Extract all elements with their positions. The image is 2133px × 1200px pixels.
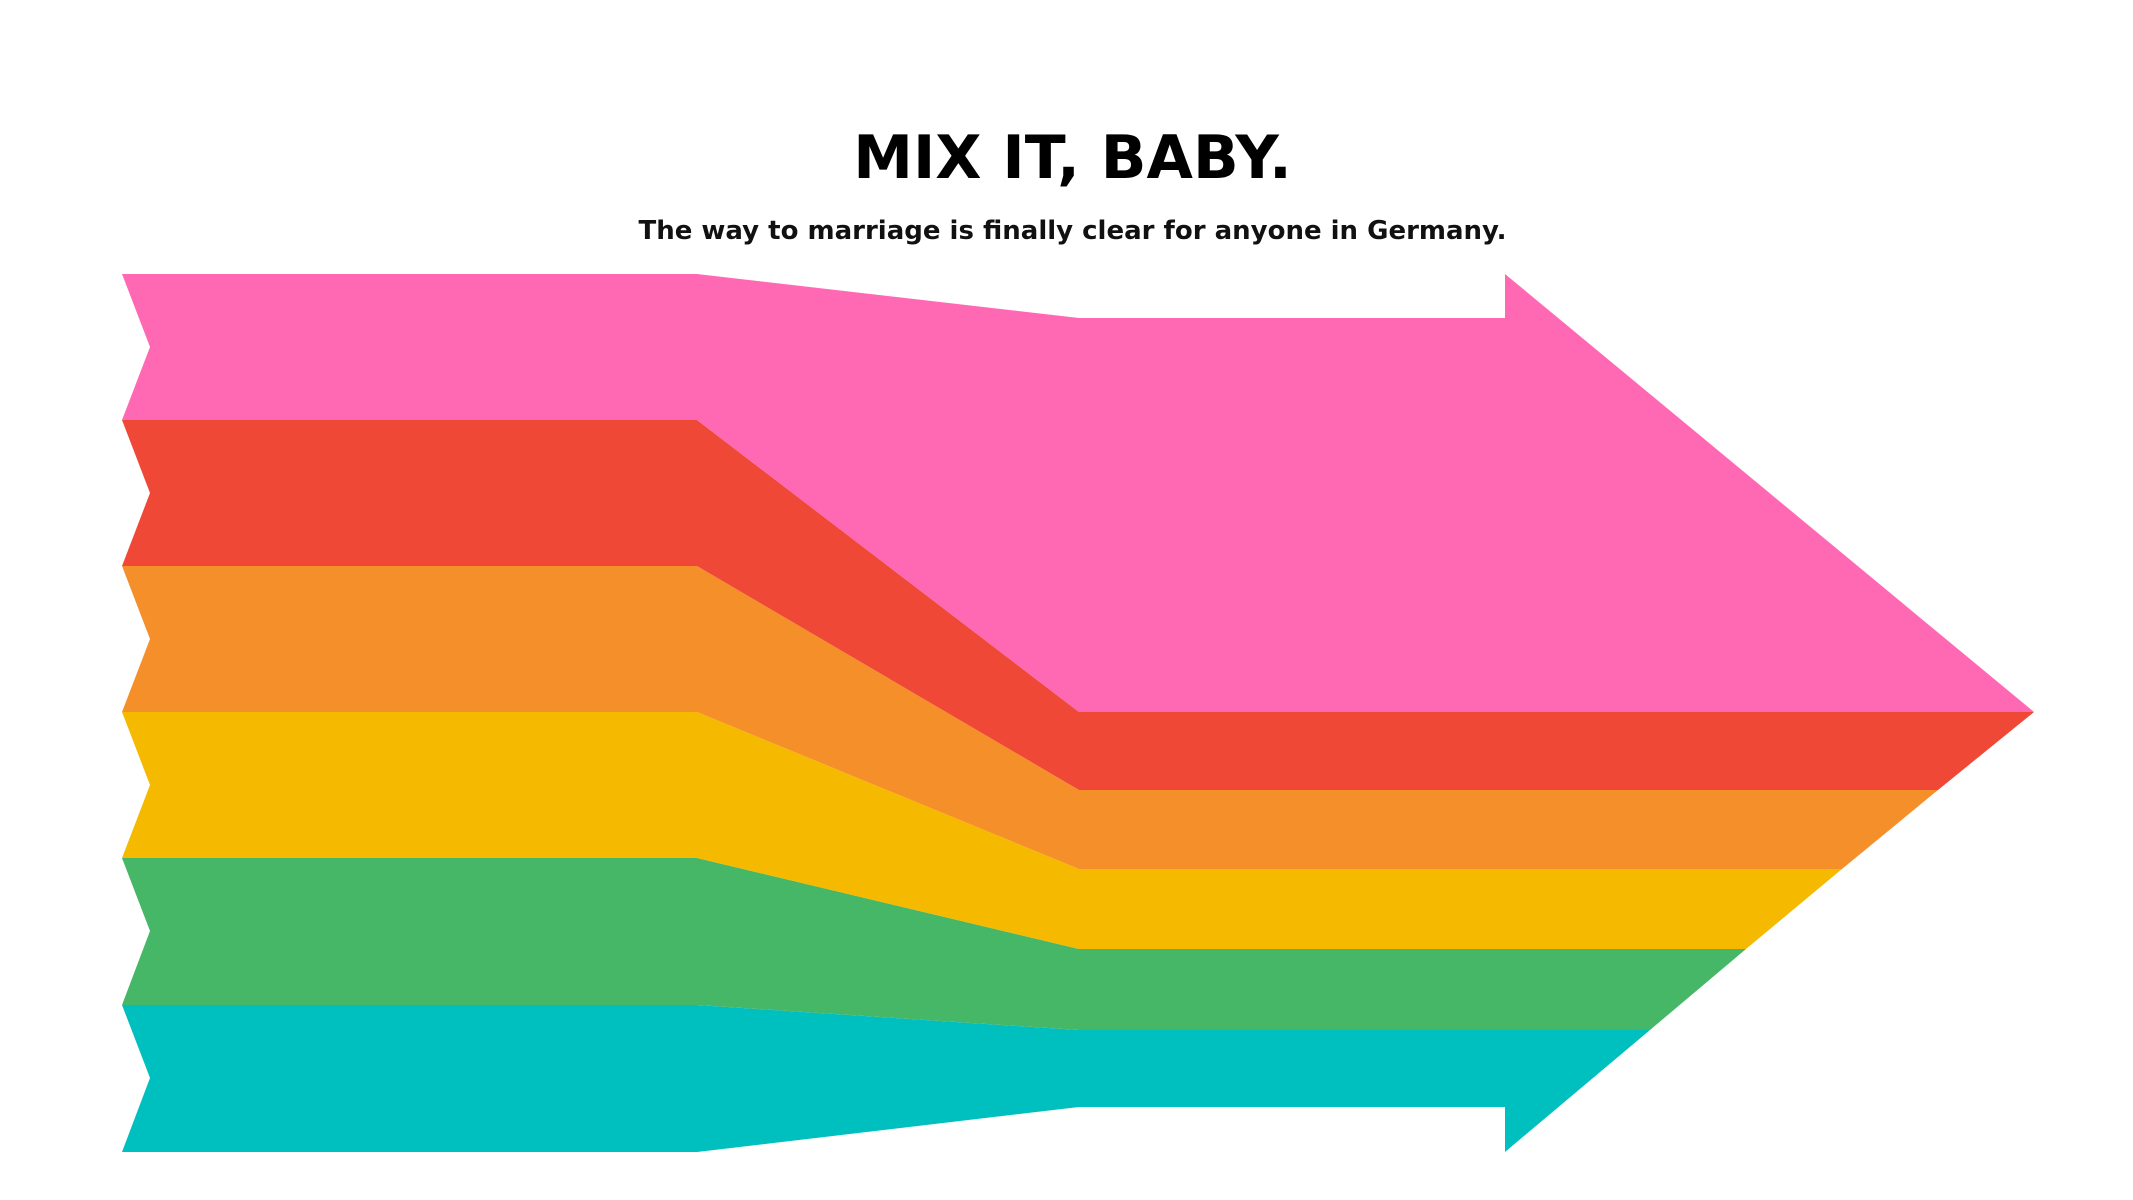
stripe-red — [122, 420, 2034, 790]
stripe-pink — [122, 274, 2034, 712]
stripe-green — [122, 858, 1746, 1030]
page-subtitle: The way to marriage is finally clear for… — [638, 216, 1507, 246]
page-title: MIX IT, BABY. — [853, 123, 1292, 194]
stripe-yellow — [122, 712, 1842, 949]
stripe-teal — [122, 1005, 1650, 1152]
stripe-orange — [122, 566, 1938, 869]
